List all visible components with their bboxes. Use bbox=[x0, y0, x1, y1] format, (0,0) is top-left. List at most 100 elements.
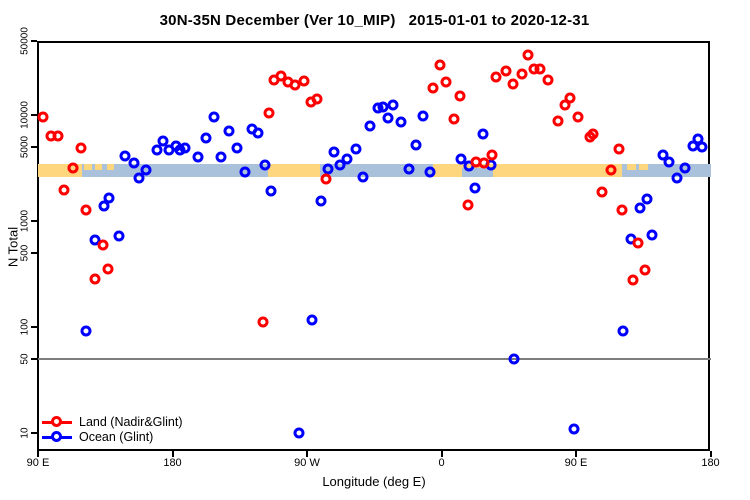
land-data-point bbox=[613, 143, 625, 155]
ocean-data-point bbox=[315, 195, 327, 207]
ocean-data-point bbox=[322, 163, 334, 175]
map-strip-island bbox=[638, 163, 648, 171]
ocean-data-point bbox=[223, 125, 235, 137]
legend: Land (Nadir&Glint) Ocean (Glint) bbox=[42, 414, 183, 444]
x-axis-tick-label: 0 bbox=[438, 457, 445, 469]
map-strip-island bbox=[94, 163, 103, 171]
land-data-point bbox=[587, 128, 599, 140]
ocean-data-point bbox=[231, 142, 243, 154]
ocean-data-point bbox=[646, 229, 658, 241]
y-axis-tick-label: 50000 bbox=[19, 27, 31, 55]
ocean-data-point bbox=[259, 159, 271, 171]
map-strip-island bbox=[626, 163, 636, 171]
land-data-point bbox=[500, 65, 512, 77]
ocean-data-point bbox=[455, 153, 467, 165]
y-axis-tick-label: 50 bbox=[19, 353, 31, 365]
ocean-data-point bbox=[328, 146, 340, 158]
ocean-data-point bbox=[265, 185, 277, 197]
x-axis-tick-label: 90 W bbox=[294, 457, 320, 469]
land-data-point bbox=[89, 273, 101, 285]
ocean-data-point bbox=[103, 192, 115, 204]
map-strip-island bbox=[84, 163, 92, 171]
land-data-point bbox=[632, 237, 644, 249]
land-data-point bbox=[454, 90, 466, 102]
ocean-data-point bbox=[424, 166, 436, 178]
ocean-data-point bbox=[568, 423, 580, 435]
y-axis-tick bbox=[31, 432, 37, 434]
ocean-data-point bbox=[671, 172, 683, 184]
ocean-data-point bbox=[696, 141, 708, 153]
ocean-data-point bbox=[634, 202, 646, 214]
x-axis-tick-label: 180 bbox=[163, 457, 182, 469]
ocean-data-point bbox=[657, 149, 669, 161]
ocean-data-point bbox=[417, 110, 429, 122]
ocean-series-marker-icon bbox=[42, 431, 72, 442]
x-axis-tick bbox=[37, 451, 39, 457]
ocean-data-point bbox=[395, 116, 407, 128]
land-data-point bbox=[52, 130, 64, 142]
ocean-data-point bbox=[679, 162, 691, 174]
ocean-data-point bbox=[377, 101, 389, 113]
legend-label-land: Land (Nadir&Glint) bbox=[79, 414, 183, 429]
land-data-point bbox=[298, 75, 310, 87]
reference-line-50 bbox=[38, 357, 711, 360]
land-data-point bbox=[440, 76, 452, 88]
chart-title: 30N-35N December (Ver 10_MIP) 2015-01-01… bbox=[159, 12, 590, 29]
land-data-point bbox=[80, 204, 92, 216]
ocean-data-point bbox=[364, 120, 376, 132]
map-strip-land bbox=[268, 163, 321, 177]
ocean-data-point bbox=[239, 166, 251, 178]
y-axis-tick bbox=[31, 114, 37, 116]
ocean-data-point bbox=[98, 200, 110, 212]
ocean-data-point bbox=[179, 142, 191, 154]
y-axis-tick-label: 500 bbox=[19, 244, 31, 262]
map-strip-sea-inset bbox=[462, 167, 494, 177]
land-data-point bbox=[639, 264, 651, 276]
land-data-point bbox=[605, 164, 617, 176]
x-axis-tick-label: 90 E bbox=[564, 457, 588, 469]
legend-item-ocean: Ocean (Glint) bbox=[42, 429, 183, 444]
ocean-data-point bbox=[357, 171, 369, 183]
y-axis-tick-label: 100 bbox=[19, 318, 31, 336]
ocean-data-point bbox=[410, 139, 422, 151]
ocean-data-point bbox=[151, 144, 163, 156]
land-data-point bbox=[97, 239, 109, 251]
ocean-data-point bbox=[341, 153, 353, 165]
land-data-point bbox=[311, 93, 323, 105]
land-data-point bbox=[257, 316, 269, 328]
y-axis-tick bbox=[31, 251, 37, 254]
land-data-point bbox=[616, 204, 628, 216]
land-data-point bbox=[627, 274, 639, 286]
ocean-marker-circle-icon bbox=[51, 431, 62, 442]
ocean-data-point bbox=[252, 127, 264, 139]
ocean-data-point bbox=[641, 193, 653, 205]
land-data-point bbox=[552, 115, 564, 127]
land-data-point bbox=[462, 199, 474, 211]
ocean-data-point bbox=[469, 182, 481, 194]
land-data-point bbox=[534, 63, 546, 75]
ocean-data-point bbox=[617, 325, 629, 337]
ocean-data-point bbox=[306, 314, 318, 326]
x-axis-tick bbox=[306, 451, 308, 457]
legend-label-ocean: Ocean (Glint) bbox=[79, 429, 154, 444]
land-data-point bbox=[572, 111, 584, 123]
ocean-data-point bbox=[208, 111, 220, 123]
land-marker-circle-icon bbox=[51, 416, 62, 427]
y-axis-tick-label: 5000 bbox=[19, 135, 31, 159]
x-axis-tick-label: 180 bbox=[701, 457, 720, 469]
ocean-data-point bbox=[663, 156, 675, 168]
x-axis-tick bbox=[709, 451, 712, 457]
land-data-point bbox=[263, 107, 275, 119]
land-data-point bbox=[75, 142, 87, 154]
ocean-data-point bbox=[113, 230, 125, 242]
legend-item-land: Land (Nadir&Glint) bbox=[42, 414, 183, 429]
y-axis-tick bbox=[31, 326, 37, 328]
ocean-data-point bbox=[133, 172, 145, 184]
ocean-data-point bbox=[200, 132, 212, 144]
ocean-data-point bbox=[157, 135, 169, 147]
land-data-point bbox=[320, 173, 332, 185]
y-axis-tick bbox=[31, 357, 37, 360]
land-data-point bbox=[67, 162, 79, 174]
y-axis-tick-label: 10 bbox=[19, 427, 31, 439]
